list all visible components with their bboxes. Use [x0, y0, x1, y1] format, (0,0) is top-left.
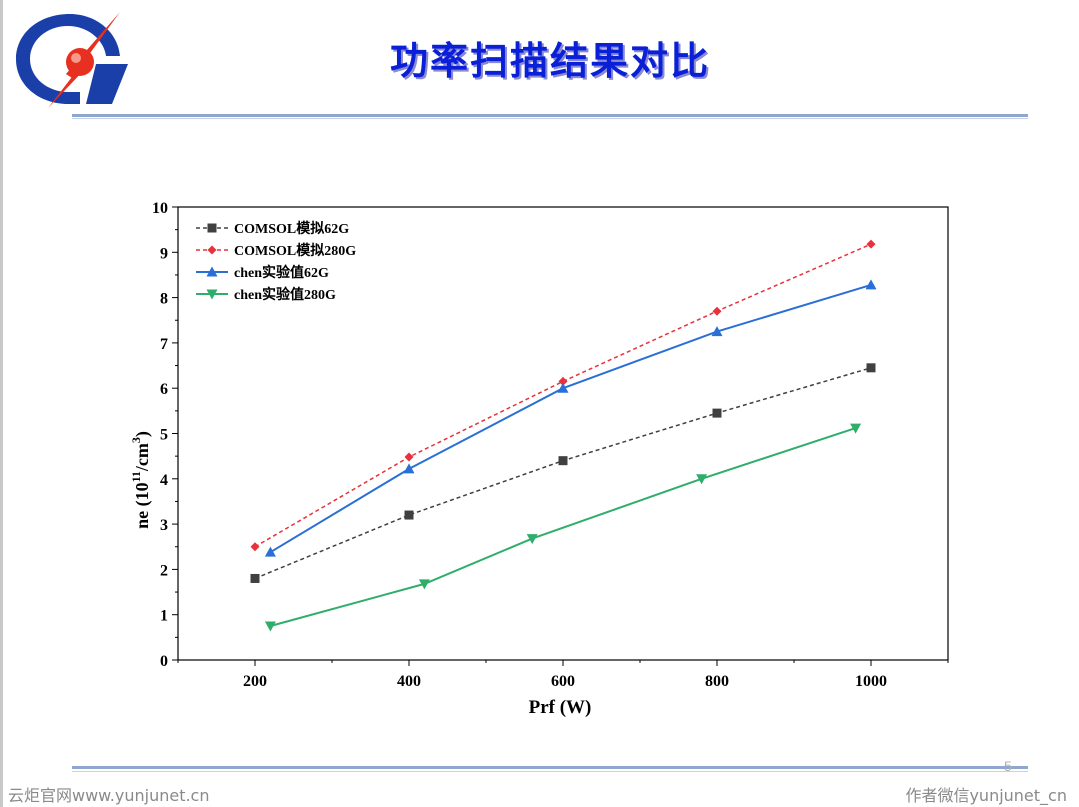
- series-3: [264, 279, 877, 557]
- y-axis-label-end: ): [132, 431, 153, 437]
- header-divider-thin: [72, 118, 1028, 119]
- y-tick-label: 1: [160, 608, 168, 625]
- data-point: [866, 239, 876, 249]
- y-tick-label: 0: [160, 653, 168, 670]
- y-tick-label: 9: [160, 245, 168, 262]
- legend-marker: [206, 266, 218, 277]
- legend-label: chen实验值62G: [234, 264, 329, 281]
- y-tick-label: 4: [160, 472, 168, 489]
- data-point: [557, 382, 569, 393]
- series-1: [250, 363, 876, 583]
- data-point: [404, 452, 414, 462]
- logo: [16, 12, 128, 108]
- y-axis-label: ne (1011/cm3): [129, 431, 153, 529]
- line-chart: 0 1 2 3 4 5 6 7 8 9 10 200 400 600 800 1000 COMSOL模拟62…: [129, 200, 949, 718]
- x-tick-label: 800: [705, 673, 729, 690]
- series-line: [269, 283, 872, 554]
- slide-title: 功率扫描结果对比: [389, 39, 710, 83]
- data-point: [403, 463, 415, 474]
- series-layer: [250, 239, 877, 632]
- x-axis: 200 400 600 800 1000: [177, 660, 949, 690]
- data-point: [404, 510, 414, 520]
- y-tick-label: 8: [160, 291, 168, 308]
- y-tick-label: 5: [160, 427, 168, 444]
- data-point: [250, 573, 260, 583]
- footer-divider: [72, 766, 1028, 769]
- y-axis-label-sup1: 11: [129, 471, 143, 482]
- y-tick-label: 3: [160, 517, 168, 534]
- x-tick-label: 1000: [855, 673, 887, 690]
- page-number: 5: [1004, 758, 1012, 774]
- legend: COMSOL模拟62G COMSOL模拟280G chen实验值62G chen实验值…: [196, 220, 356, 303]
- data-point: [418, 579, 430, 590]
- header-divider: [72, 114, 1028, 117]
- data-point: [264, 546, 276, 557]
- y-tick-label: 6: [160, 381, 168, 398]
- series-4: [264, 423, 862, 632]
- y-axis-label-main: ne (10: [132, 482, 153, 529]
- series-line: [254, 243, 872, 548]
- y-axis-label-mid: /cm: [132, 443, 152, 472]
- left-edge-rule: [0, 0, 3, 807]
- legend-label: COMSOL模拟280G: [234, 242, 356, 259]
- y-tick-label: 7: [160, 336, 168, 353]
- data-point: [250, 542, 260, 552]
- data-point: [711, 326, 723, 337]
- legend-marker: [207, 245, 217, 255]
- data-point: [850, 423, 862, 434]
- data-point: [712, 306, 722, 316]
- y-tick-label: 2: [160, 562, 168, 579]
- footer-website: 云炬官网www.yunjunet.cn: [8, 786, 210, 805]
- x-axis-label: Prf (W): [529, 697, 592, 718]
- series-2: [250, 239, 876, 552]
- x-tick-label: 200: [243, 673, 267, 690]
- series-line: [254, 367, 872, 580]
- legend-marker: [207, 223, 217, 233]
- data-point: [264, 621, 276, 632]
- legend-label: chen实验值280G: [234, 286, 336, 303]
- legend-marker: [206, 289, 218, 300]
- footer-divider-thin: [72, 771, 1028, 772]
- footer-wechat: 作者微信yunjunet_cn: [905, 786, 1067, 805]
- data-point: [526, 534, 538, 545]
- x-tick-label: 600: [551, 673, 575, 690]
- legend-label: COMSOL模拟62G: [234, 220, 349, 237]
- y-axis-label-sup2: 3: [129, 437, 143, 443]
- data-point: [558, 376, 568, 386]
- y-tick-label: 10: [152, 200, 168, 217]
- data-point: [558, 456, 568, 466]
- data-point: [696, 474, 708, 485]
- data-point: [865, 279, 877, 290]
- x-tick-label: 400: [397, 673, 421, 690]
- data-point: [866, 363, 876, 373]
- y-axis: 0 1 2 3 4 5 6 7 8 9 10: [152, 200, 178, 670]
- data-point: [712, 408, 722, 418]
